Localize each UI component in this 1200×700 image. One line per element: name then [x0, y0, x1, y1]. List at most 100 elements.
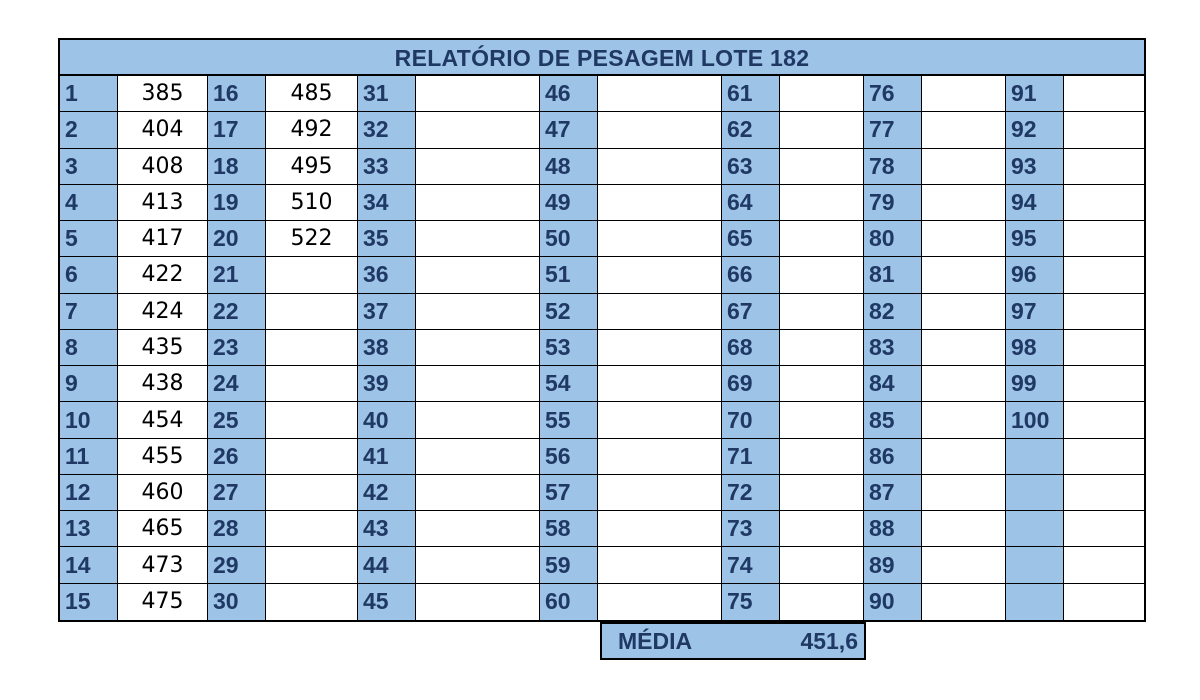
weight-cell[interactable] — [922, 547, 1006, 584]
weight-cell[interactable] — [266, 329, 358, 367]
weight-cell[interactable] — [780, 148, 864, 185]
weight-cell[interactable]: 473 — [118, 547, 208, 584]
weight-cell[interactable] — [416, 76, 540, 113]
weight-cell[interactable] — [598, 329, 722, 367]
weight-cell[interactable] — [598, 76, 722, 113]
weight-cell[interactable]: 454 — [118, 402, 208, 439]
weight-cell[interactable] — [780, 366, 864, 403]
weight-cell[interactable] — [780, 76, 864, 113]
weight-cell[interactable] — [922, 438, 1006, 475]
weight-cell[interactable] — [780, 112, 864, 149]
weight-cell[interactable]: 455 — [118, 438, 208, 475]
weight-cell[interactable] — [922, 329, 1006, 367]
weight-cell[interactable] — [416, 547, 540, 584]
weight-cell[interactable] — [598, 474, 722, 512]
weight-cell[interactable] — [1064, 293, 1144, 330]
weight-cell[interactable] — [598, 148, 722, 185]
weight-cell[interactable]: 460 — [118, 474, 208, 512]
weight-cell[interactable] — [1064, 329, 1144, 367]
weight-cell[interactable] — [598, 257, 722, 294]
weight-cell[interactable] — [780, 293, 864, 330]
weight-cell[interactable] — [598, 547, 722, 584]
weight-cell[interactable] — [1064, 76, 1144, 113]
weight-cell[interactable] — [1064, 583, 1144, 620]
weight-cell[interactable] — [922, 511, 1006, 548]
weight-cell[interactable] — [780, 474, 864, 512]
weight-cell[interactable] — [1064, 474, 1144, 512]
weight-cell[interactable] — [416, 257, 540, 294]
weight-cell[interactable]: 424 — [118, 293, 208, 330]
weight-cell[interactable] — [1064, 511, 1144, 548]
weight-cell[interactable]: 413 — [118, 184, 208, 222]
weight-cell[interactable] — [266, 438, 358, 475]
weight-cell[interactable] — [266, 293, 358, 330]
weight-cell[interactable] — [1064, 547, 1144, 584]
weight-cell[interactable] — [598, 221, 722, 258]
weight-cell[interactable] — [1064, 148, 1144, 185]
weight-cell[interactable] — [416, 583, 540, 620]
weight-cell[interactable] — [416, 438, 540, 475]
weight-cell[interactable] — [416, 148, 540, 185]
weight-cell[interactable] — [598, 184, 722, 222]
weight-cell[interactable] — [598, 438, 722, 475]
weight-cell[interactable] — [598, 293, 722, 330]
weight-cell[interactable] — [1064, 402, 1144, 439]
weight-cell[interactable] — [780, 221, 864, 258]
weight-cell[interactable] — [922, 148, 1006, 185]
weight-cell[interactable] — [416, 184, 540, 222]
weight-cell[interactable] — [780, 583, 864, 620]
weight-cell[interactable]: 475 — [118, 583, 208, 620]
weight-cell[interactable] — [922, 402, 1006, 439]
weight-cell[interactable] — [780, 547, 864, 584]
weight-cell[interactable] — [780, 329, 864, 367]
weight-cell[interactable]: 385 — [118, 76, 208, 113]
weight-cell[interactable] — [416, 366, 540, 403]
weight-cell[interactable]: 404 — [118, 112, 208, 149]
weight-cell[interactable] — [416, 474, 540, 512]
weight-cell[interactable] — [1064, 112, 1144, 149]
weight-cell[interactable] — [922, 366, 1006, 403]
weight-cell[interactable] — [416, 329, 540, 367]
weight-cell[interactable] — [266, 474, 358, 512]
weight-cell[interactable]: 465 — [118, 511, 208, 548]
weight-cell[interactable] — [416, 402, 540, 439]
weight-cell[interactable] — [922, 474, 1006, 512]
weight-cell[interactable]: 492 — [266, 112, 358, 149]
weight-cell[interactable] — [780, 184, 864, 222]
weight-cell[interactable] — [598, 583, 722, 620]
weight-cell[interactable] — [598, 112, 722, 149]
weight-cell[interactable]: 485 — [266, 76, 358, 113]
weight-cell[interactable]: 422 — [118, 257, 208, 294]
weight-cell[interactable]: 510 — [266, 184, 358, 222]
weight-cell[interactable] — [1064, 184, 1144, 222]
weight-cell[interactable] — [922, 76, 1006, 113]
weight-cell[interactable] — [780, 257, 864, 294]
weight-cell[interactable]: 438 — [118, 366, 208, 403]
weight-cell[interactable] — [1064, 221, 1144, 258]
weight-cell[interactable]: 522 — [266, 221, 358, 258]
weight-cell[interactable] — [598, 366, 722, 403]
weight-cell[interactable] — [1064, 257, 1144, 294]
weight-cell[interactable] — [266, 547, 358, 584]
weight-cell[interactable]: 495 — [266, 148, 358, 185]
weight-cell[interactable]: 435 — [118, 329, 208, 367]
weight-cell[interactable] — [922, 184, 1006, 222]
weight-cell[interactable]: 417 — [118, 221, 208, 258]
weight-cell[interactable] — [1064, 366, 1144, 403]
weight-cell[interactable] — [416, 112, 540, 149]
weight-cell[interactable] — [416, 293, 540, 330]
weight-cell[interactable]: 408 — [118, 148, 208, 185]
weight-cell[interactable] — [598, 511, 722, 548]
weight-cell[interactable] — [266, 366, 358, 403]
weight-cell[interactable] — [922, 583, 1006, 620]
weight-cell[interactable] — [416, 511, 540, 548]
weight-cell[interactable] — [922, 112, 1006, 149]
weight-cell[interactable] — [266, 511, 358, 548]
weight-cell[interactable] — [780, 438, 864, 475]
weight-cell[interactable] — [780, 511, 864, 548]
weight-cell[interactable] — [922, 221, 1006, 258]
weight-cell[interactable] — [416, 221, 540, 258]
weight-cell[interactable] — [266, 257, 358, 294]
weight-cell[interactable] — [780, 402, 864, 439]
weight-cell[interactable] — [598, 402, 722, 439]
